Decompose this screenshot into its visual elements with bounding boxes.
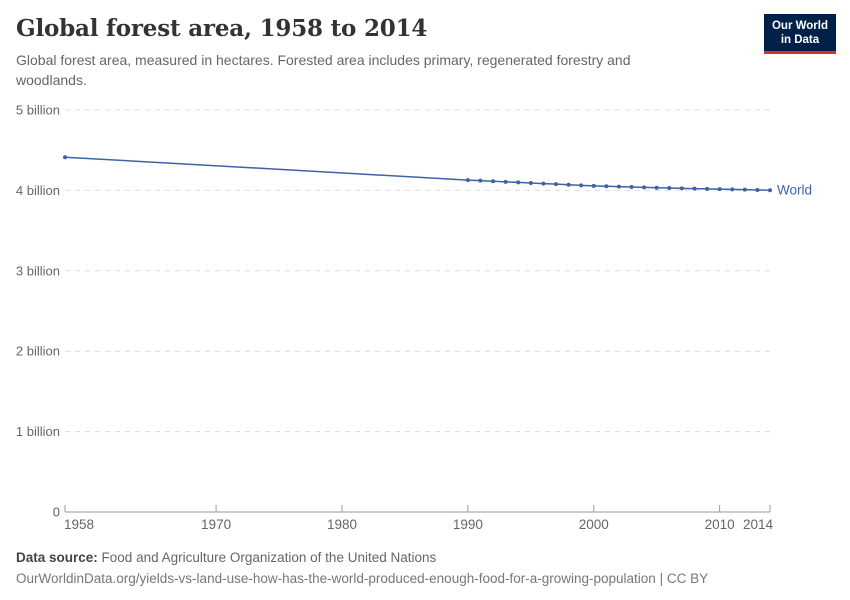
chart-footer: Data source: Food and Agriculture Organi… [16, 547, 708, 589]
page-title: Global forest area, 1958 to 2014 [16, 15, 428, 42]
x-tick-label: 2010 [705, 517, 735, 532]
source-url-line: OurWorldinData.org/yields-vs-land-use-ho… [16, 571, 709, 586]
y-tick-label: 0 [53, 505, 60, 520]
data-point-marker[interactable] [553, 182, 558, 187]
data-source-line: Data source: Food and Agriculture Organi… [16, 547, 708, 568]
x-tick-label: 2000 [579, 517, 609, 532]
data-point-marker[interactable] [465, 178, 470, 183]
data-point-marker[interactable] [717, 187, 722, 192]
series-line-world[interactable] [64, 156, 771, 191]
x-tick-label: 1970 [201, 517, 231, 532]
data-point-marker[interactable] [742, 187, 747, 192]
y-tick-label: 3 billion [16, 263, 60, 278]
data-point-marker[interactable] [503, 179, 508, 184]
data-point-marker[interactable] [642, 185, 647, 190]
data-point-marker[interactable] [667, 186, 672, 191]
y-tick-label: 4 billion [16, 183, 60, 198]
x-tick-label: 1958 [64, 517, 94, 532]
data-point-marker[interactable] [579, 183, 584, 188]
data-point-marker[interactable] [755, 187, 760, 192]
data-point-marker[interactable] [679, 186, 684, 191]
data-point-marker[interactable] [692, 186, 697, 191]
data-point-marker[interactable] [528, 181, 533, 186]
chart-header: Global forest area, 1958 to 2014 Global … [16, 15, 750, 91]
data-point-marker[interactable] [491, 179, 496, 184]
data-point-marker[interactable] [591, 183, 596, 188]
owid-logo[interactable]: Our World in Data [763, 14, 836, 54]
data-source-label: Data source: [16, 550, 98, 565]
data-point-marker[interactable] [629, 185, 634, 190]
series-end-label: World [777, 183, 812, 198]
chart-subtitle: Global forest area, measured in hectares… [16, 52, 631, 89]
data-point-marker[interactable] [654, 185, 659, 190]
owid-logo-line2: in Data [780, 34, 820, 47]
y-tick-label: 5 billion [16, 103, 60, 118]
data-point-marker[interactable] [730, 187, 735, 192]
data-point-marker[interactable] [768, 188, 772, 193]
x-tick-label: 2014 [743, 517, 774, 532]
data-point-marker[interactable] [478, 178, 483, 183]
data-point-marker[interactable] [604, 184, 609, 189]
data-source-text: Food and Agriculture Organization of the… [101, 550, 437, 565]
data-point-marker[interactable] [705, 186, 710, 191]
x-tick-label: 1980 [327, 517, 357, 532]
data-point-marker[interactable] [541, 181, 546, 186]
y-tick-label: 2 billion [16, 344, 60, 359]
data-point-marker[interactable] [516, 180, 521, 185]
data-point-marker[interactable] [63, 155, 67, 160]
x-tick-label: 1990 [453, 517, 483, 532]
y-tick-label: 1 billion [16, 424, 60, 439]
data-point-marker[interactable] [566, 182, 571, 187]
data-point-marker[interactable] [616, 184, 621, 189]
owid-logo-line1: Our World [771, 20, 828, 32]
